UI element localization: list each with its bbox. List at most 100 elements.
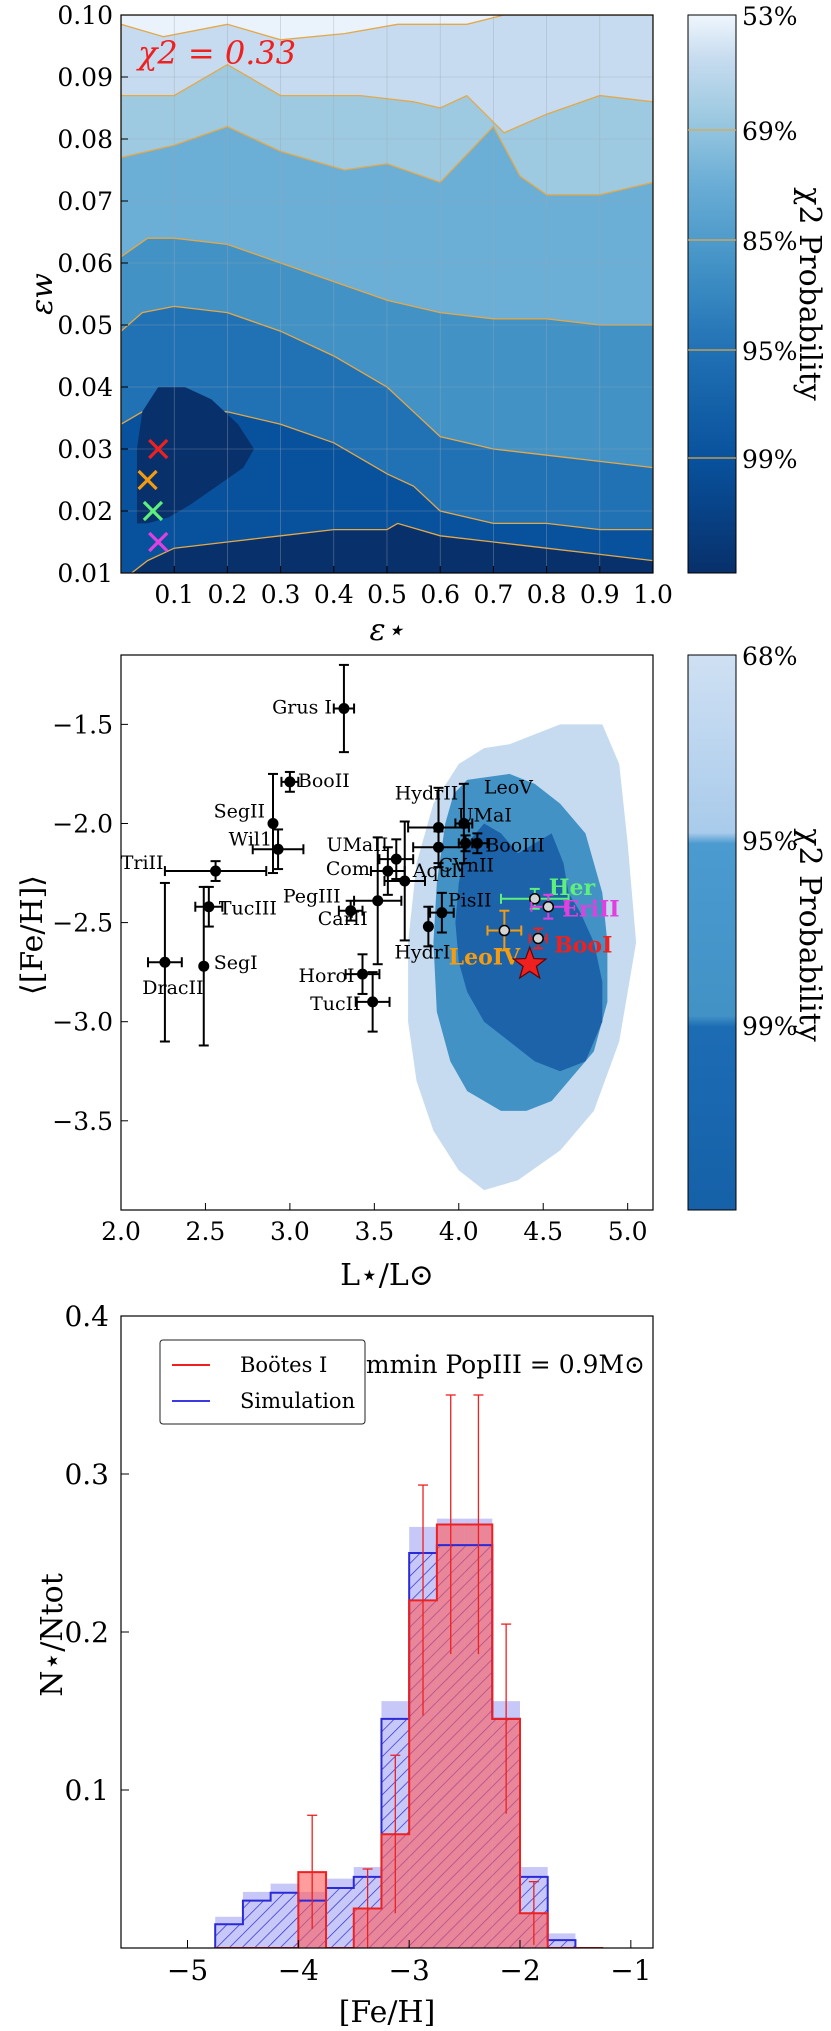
colorbar-1-ticks: 53% 69% 85% 95% 99% — [688, 2, 798, 474]
axes: 2.0 2.5 3.0 3.5 4.0 4.5 5.0 −1.5 −2.0 −2.5 −3.0 −3.… — [52, 710, 647, 1246]
legend-label-bootes: Boötes I — [240, 1353, 327, 1377]
x-tick-label: 2.5 — [186, 1217, 226, 1246]
point-booi: BooI — [528, 927, 612, 958]
y-tick-label: −3.5 — [52, 1107, 113, 1136]
point-label-com: Com — [326, 858, 370, 880]
x-tick-label: −2 — [499, 1954, 540, 1987]
point-label-umai: UMaI — [458, 804, 512, 826]
point-label-tuciii: TucIII — [219, 898, 277, 920]
point-label-leoiv: LeoIV — [449, 945, 521, 971]
colorbar-2: 68% 95% 99% χ2 Probability — [687, 642, 827, 1211]
colorbar-1-gradient — [687, 14, 737, 574]
x-tick-label: 0.2 — [208, 580, 248, 609]
y-tick-label: 0.07 — [57, 187, 113, 216]
y-tick-label: 0.10 — [57, 1, 113, 30]
axes: −5 −4 −3 −2 −1 0.1 0.2 0.3 0.4 — [64, 1300, 651, 1987]
y-tick-label: 0.3 — [64, 1458, 109, 1491]
point-umaii: UMaII — [326, 834, 415, 880]
colorbar-2-label: χ2 Probability — [792, 828, 827, 1042]
x-tick-label: 0.4 — [314, 580, 354, 609]
point-cvnii: CVnII — [412, 830, 494, 876]
y-tick-label: −1.5 — [52, 710, 113, 739]
x-tick-label: −4 — [278, 1954, 319, 1987]
point-dracii: DracII — [142, 881, 204, 1043]
point-label-pisii: PisII — [448, 890, 492, 912]
point-leov: LeoV — [454, 776, 533, 865]
point-label-pegiii: PegIII — [283, 886, 341, 908]
x-tick-label: 1.0 — [633, 580, 673, 609]
histogram-bars — [214, 1394, 604, 1948]
colorbar-2-gradient — [687, 654, 737, 1211]
point-label-umaii: UMaII — [326, 834, 388, 856]
x-tick-label: 4.5 — [523, 1217, 563, 1246]
colorbar-2-ticks: 68% 95% 99% — [742, 642, 798, 1041]
y-tick-label: 0.01 — [57, 559, 113, 588]
colorbar-1: 53% 69% 85% 95% 99% χ2 Probability — [687, 2, 827, 574]
colorbar-1-label: χ2 Probability — [792, 187, 827, 401]
star-marker — [511, 945, 548, 980]
point-eriii: EriII — [530, 893, 620, 923]
x-tick-label: 3.5 — [354, 1217, 394, 1246]
panel-histogram-feh: −5 −4 −3 −2 −1 0.1 0.2 0.3 0.4 N⋆/Ntot [Fe/H] mm… — [35, 1300, 654, 2030]
point-label-booii: BooII — [298, 770, 350, 792]
point-label-eriii: EriII — [562, 897, 619, 923]
colorbar-1-tick-label: 99% — [742, 445, 798, 474]
x-tick-label: 5.0 — [608, 1217, 648, 1246]
x-axis-label: L⋆/L⊙ — [340, 1258, 434, 1293]
x-tick-label: 0.9 — [580, 580, 620, 609]
marker-x-1 — [137, 469, 158, 491]
y-tick-label: 0.09 — [57, 63, 113, 92]
point-label-hydri: HydrI — [394, 942, 450, 964]
x-tick-label: −5 — [167, 1954, 208, 1987]
point-horoi: HoroI — [298, 953, 381, 995]
point-leoiv: LeoIV — [449, 909, 523, 971]
point-her: Her — [500, 875, 596, 910]
sim-step-outline — [214, 1544, 604, 1948]
y-tick-label: −2.5 — [52, 909, 113, 938]
x-tick-label: 0.5 — [367, 580, 407, 609]
x-tick-label: 3.0 — [270, 1217, 310, 1246]
panel-scatter-luminosity: Grus I BooII SegII Wil1 TriII TucIII DracII Seg… — [15, 642, 827, 1293]
y-tick-label: 0.4 — [64, 1300, 109, 1333]
legend-label-simulation: Simulation — [240, 1389, 355, 1413]
y-tick-label: 0.04 — [57, 373, 113, 402]
point-label-segii: SegII — [214, 800, 265, 822]
sim-bar — [547, 1940, 576, 1948]
colorbar-2-tick-label: 99% — [742, 1012, 798, 1041]
point-label-booiii: BooIII — [485, 834, 544, 856]
point-segi: SegI — [198, 885, 258, 1047]
y-tick-label: 0.03 — [57, 435, 113, 464]
colorbar-1-tick-label: 95% — [742, 337, 798, 366]
region-68 — [455, 823, 603, 1072]
colorbar-2-tick-label: 95% — [742, 827, 798, 856]
point-label-booi: BooI — [554, 932, 612, 958]
point-booii: BooII — [280, 770, 350, 793]
x-tick-label: −1 — [610, 1954, 651, 1987]
x-tick-label: 0.8 — [527, 580, 567, 609]
axes: 0.1 0.2 0.3 0.4 0.5 0.6 0.7 0.8 0.9 1.0 0.01 0.02 0.… — [57, 1, 673, 609]
colorbar-2-tick-label: 68% — [742, 642, 798, 671]
colorbar-1-tick-label: 53% — [742, 2, 798, 31]
markers — [137, 438, 169, 553]
point-pegiii: PegIII — [283, 886, 364, 922]
point-label-hydrii: HydrII — [395, 782, 459, 804]
x-tick-label: 0.3 — [261, 580, 301, 609]
point-carii: CarII — [318, 836, 403, 966]
data-points: Grus I BooII SegII Wil1 TriII TucIII DracII Seg… — [121, 663, 620, 1047]
point-label-triii: TriII — [121, 852, 164, 874]
x-axis-label: ε⋆ — [370, 613, 405, 648]
sim-bar — [215, 1924, 243, 1948]
point-segii: SegII — [214, 772, 279, 875]
marker-x-0 — [148, 438, 169, 460]
point-booiii: BooIII — [466, 832, 545, 856]
x-tick-label: 4.0 — [439, 1217, 479, 1246]
sim-bar — [326, 1887, 354, 1948]
y-axis-label: N⋆/Ntot — [35, 1573, 70, 1697]
point-grus-i: Grus I — [272, 663, 356, 754]
sim-bar — [242, 1900, 271, 1948]
point-label-wil1: Wil1 — [229, 828, 272, 850]
point-label-dracii: DracII — [142, 977, 203, 999]
y-tick-label: 0.1 — [64, 1774, 109, 1807]
point-pisii: PisII — [429, 890, 492, 934]
